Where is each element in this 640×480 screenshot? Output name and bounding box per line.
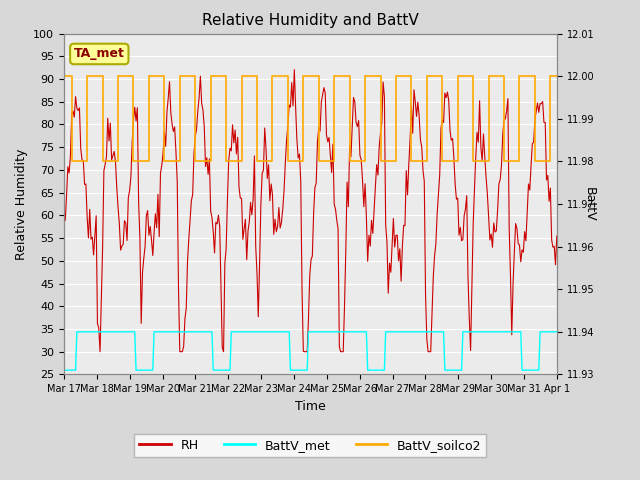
Title: Relative Humidity and BattV: Relative Humidity and BattV xyxy=(202,13,419,28)
Legend: RH, BattV_met, BattV_soilco2: RH, BattV_met, BattV_soilco2 xyxy=(134,434,486,457)
Y-axis label: Relative Humidity: Relative Humidity xyxy=(15,148,28,260)
X-axis label: Time: Time xyxy=(295,400,326,413)
Text: TA_met: TA_met xyxy=(74,48,125,60)
Y-axis label: BattV: BattV xyxy=(583,187,596,221)
